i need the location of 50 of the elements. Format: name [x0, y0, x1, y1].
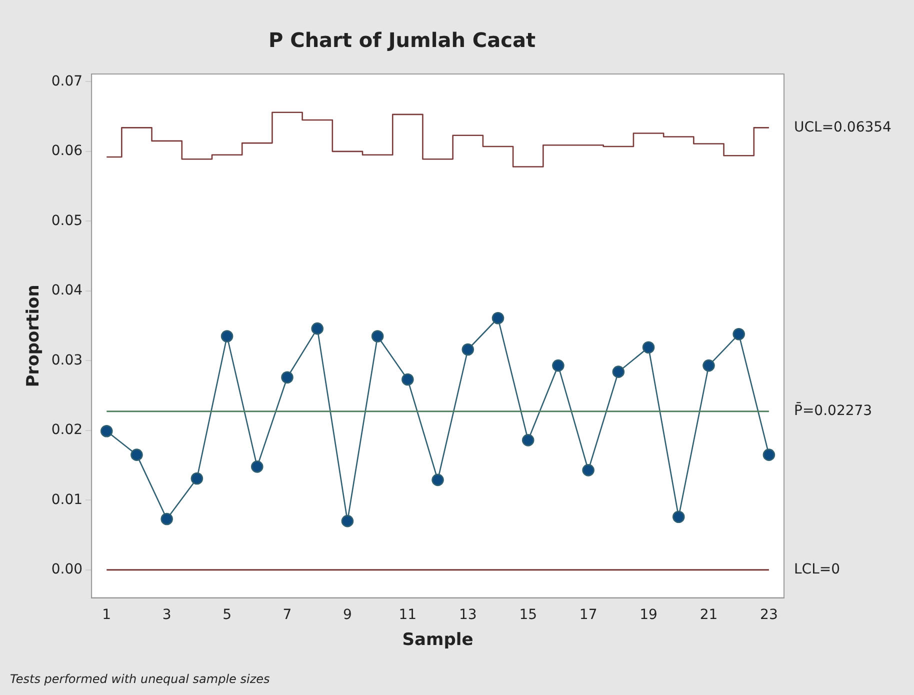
y-tick-label: 0.05 [51, 212, 83, 229]
y-tick-label: 0.00 [51, 562, 83, 578]
y-tick-label: 0.01 [51, 492, 83, 508]
y-tick-label: 0.06 [51, 143, 83, 160]
x-tick-label: 9 [343, 606, 352, 623]
point [220, 330, 234, 342]
point [311, 322, 324, 335]
point [402, 373, 414, 386]
x-tick-label: 3 [162, 606, 172, 623]
point [642, 341, 655, 354]
x-tick-label: 15 [519, 606, 538, 623]
point [522, 434, 534, 446]
point [432, 474, 444, 486]
series-label: UCL=0.06354 [794, 119, 892, 136]
point [371, 330, 384, 342]
x-tick-label: 1 [102, 606, 112, 623]
point [130, 448, 143, 461]
point [100, 424, 113, 438]
x-tick-label: 13 [458, 606, 477, 623]
y-tick-label: 0.03 [51, 352, 83, 368]
point [582, 464, 594, 476]
point [281, 371, 294, 384]
point [552, 359, 564, 372]
point [702, 359, 715, 372]
x-axis-title: Sample [402, 630, 474, 650]
point [762, 448, 776, 461]
y-tick-label: 0.02 [51, 422, 83, 438]
y-axis-title: Proportion [24, 284, 44, 388]
point [160, 512, 173, 526]
x-tick-label: 17 [579, 606, 598, 623]
ref-line-label: P̄=0.02273 [794, 401, 872, 420]
x-tick-label: 11 [398, 606, 417, 623]
x-tick-label: 19 [640, 606, 658, 623]
x-tick-label: 5 [222, 606, 232, 623]
x-tick-label: 21 [700, 606, 718, 623]
point [612, 366, 625, 378]
point [492, 312, 504, 324]
point [732, 328, 745, 340]
y-tick-label: 0.07 [51, 73, 83, 90]
chart-title: P Chart of Jumlah Cacat [268, 28, 536, 52]
x-tick-label: 7 [282, 606, 292, 623]
ref-line-label: LCL=0 [794, 562, 840, 578]
y-tick-label: 0.04 [51, 282, 83, 299]
point [190, 472, 204, 485]
x-tick-label: 23 [760, 606, 778, 623]
point [341, 514, 354, 528]
point [251, 460, 264, 473]
text: Tests performed with unequal sample sizes [10, 672, 270, 686]
point [462, 343, 474, 356]
point [672, 510, 685, 524]
